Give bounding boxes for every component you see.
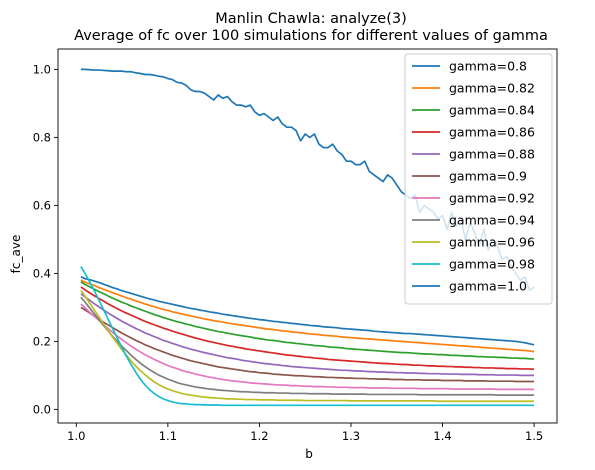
series-line-0	[80, 276, 535, 346]
legend-label: gamma=0.88	[449, 147, 535, 162]
series-line-3	[80, 286, 535, 371]
y-tick-label: 0.0	[33, 402, 51, 416]
chart-subtitle: Average of fc over 100 simulations for d…	[74, 28, 548, 44]
legend-label: gamma=0.94	[449, 213, 535, 228]
legend-label: gamma=0.82	[449, 81, 535, 96]
legend-label: gamma=0.9	[449, 169, 527, 184]
x-tick-label: 1.0	[67, 429, 85, 443]
series-line-5	[80, 306, 535, 383]
series-line-2	[80, 281, 535, 360]
x-tick-label: 1.2	[250, 429, 268, 443]
x-tick-label: 1.5	[525, 429, 543, 443]
series-line-6	[80, 303, 535, 391]
legend-label: gamma=0.96	[449, 235, 535, 250]
legend: gamma=0.8 gamma=0.82 gamma=0.84 gamma=0.86 g…	[404, 53, 553, 305]
legend-box	[404, 53, 553, 305]
series-line-4	[80, 293, 535, 377]
series-line-8	[80, 289, 535, 403]
legend-label: gamma=0.84	[449, 103, 535, 118]
legend-label: gamma=0.92	[449, 191, 535, 206]
legend-label: gamma=0.98	[449, 257, 535, 272]
series-line-7	[80, 296, 535, 396]
y-tick-label: 0.2	[33, 334, 51, 348]
chart-title: Manlin Chawla: analyze(3)	[215, 11, 407, 27]
series-line-9	[80, 266, 535, 407]
y-tick-label: 0.6	[33, 198, 51, 212]
legend-label: gamma=0.8	[449, 59, 527, 74]
y-tick-label: 1.0	[33, 62, 51, 76]
y-axis-label: fc_ave	[9, 235, 23, 274]
plot-area: 1.0 1.1 1.2 1.3 1.4 1.5 0.0 0.2 0.4 0.6 0.8 1.0 gamm…	[33, 48, 558, 443]
series-line-1	[80, 279, 535, 353]
x-tick-label: 1.1	[159, 429, 177, 443]
legend-label: gamma=0.86	[449, 125, 535, 140]
x-tick-label: 1.4	[433, 429, 451, 443]
legend-label: gamma=1.0	[449, 279, 527, 294]
x-tick-label: 1.3	[342, 429, 360, 443]
axes-frame	[57, 48, 558, 424]
y-tick-label: 0.8	[33, 130, 51, 144]
x-axis-label: b	[305, 447, 313, 461]
y-tick-label: 0.4	[33, 266, 51, 280]
